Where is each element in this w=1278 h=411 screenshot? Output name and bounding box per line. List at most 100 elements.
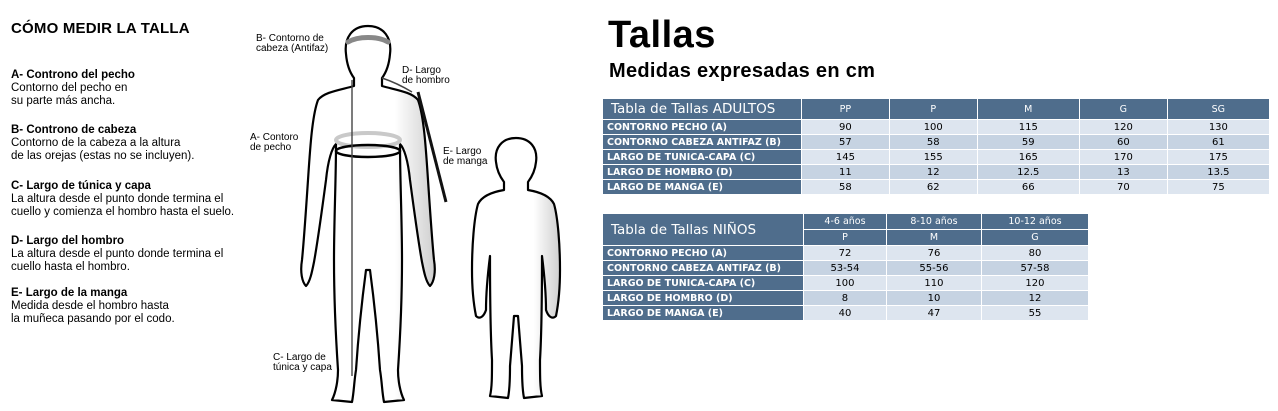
- instruction-line: cuello hasta el hombro.: [11, 261, 130, 273]
- table-row: LARGO DE HOMBRO (D) 8 10 12: [603, 291, 1088, 305]
- table-cell: 47: [886, 306, 981, 320]
- label-sleeve-length: E- Largo de manga: [443, 146, 488, 167]
- table-row: CONTORNO CABEZA ANTIFAZ (B) 53-54 55-56 …: [603, 261, 1088, 275]
- instruction-sleeve: E- Largo de la manga Medida desde el hom…: [11, 287, 271, 326]
- table-cell: 75: [1167, 180, 1269, 194]
- table-cell: 175: [1167, 150, 1269, 164]
- table-cell: 170: [1079, 150, 1167, 164]
- table-cell: 10: [886, 291, 981, 305]
- table-cell: 90: [802, 120, 889, 134]
- instruction-heading: E- Largo de la manga: [11, 287, 128, 299]
- label-head-contour: B- Contorno de cabeza (Antifaz): [256, 33, 329, 54]
- shoulder-arrow: [381, 77, 413, 93]
- table-cell: 110: [886, 276, 981, 290]
- instruction-heading: D- Largo del hombro: [11, 235, 125, 247]
- row-label: CONTORNO PECHO (A): [603, 120, 801, 134]
- size-header: G: [981, 230, 1088, 245]
- chest-loop: [334, 131, 402, 149]
- table-header-row: Tabla de Tallas NIÑOS 4-6 años 8-10 años…: [603, 214, 1088, 245]
- row-label: LARGO DE MANGA (E): [603, 306, 803, 320]
- instruction-heading: B- Controno de cabeza: [11, 124, 137, 136]
- table-cell: 115: [977, 120, 1079, 134]
- row-label: CONTORNO CABEZA ANTIFAZ (B): [603, 135, 801, 149]
- table-row: LARGO DE HOMBRO (D) 11 12 12.5 13 13.5: [603, 165, 1269, 179]
- label-shoulder-length: D- Largo de hombro: [402, 65, 450, 86]
- table-cell: 155: [889, 150, 977, 164]
- table-cell: 57-58: [981, 261, 1088, 275]
- table-cell: 40: [804, 306, 886, 320]
- age-header: 10-12 años: [981, 214, 1088, 229]
- sleeve-arrow: [416, 91, 448, 203]
- table-cell: 100: [804, 276, 886, 290]
- instruction-line: Medida desde el hombro hasta: [11, 300, 169, 312]
- table-row: LARGO DE MANGA (E) 40 47 55: [603, 306, 1088, 320]
- label-chest-contour: A- Contoro de pecho: [250, 132, 299, 153]
- child-silhouette: [470, 136, 562, 400]
- table-cell: 80: [981, 246, 1088, 260]
- instruction-line: Contorno del pecho en: [11, 82, 128, 94]
- instruction-line: la muñeca pasando por el codo.: [11, 313, 175, 325]
- table-cell: 55-56: [886, 261, 981, 275]
- table-cell: 11: [802, 165, 889, 179]
- table-cell: 70: [1079, 180, 1167, 194]
- instruction-line: su parte más ancha.: [11, 95, 116, 107]
- instruction-heading: A- Controno del pecho: [11, 69, 135, 81]
- table-cell: 53-54: [804, 261, 886, 275]
- table-row: LARGO DE TUNICA-CAPA (C) 100 110 120: [603, 276, 1088, 290]
- row-label: LARGO DE MANGA (E): [603, 180, 801, 194]
- table-cell: 130: [1167, 120, 1269, 134]
- table-cell: 72: [804, 246, 886, 260]
- page-title: Tallas: [608, 14, 716, 56]
- table-cell: 58: [802, 180, 889, 194]
- table-cell: 12: [889, 165, 977, 179]
- page-subtitle: Medidas expresadas en cm: [609, 60, 876, 82]
- body-silhouettes: [300, 24, 562, 404]
- instruction-heading: C- Largo de túnica y capa: [11, 180, 151, 192]
- table-row: LARGO DE TUNICA-CAPA (C) 145 155 165 170…: [603, 150, 1269, 164]
- age-header: 4-6 años: [804, 214, 886, 229]
- instruction-chest: A- Controno del pecho Contorno del pecho…: [11, 69, 271, 108]
- how-to-title: CÓMO MEDIR LA TALLA: [11, 20, 190, 37]
- table-row: CONTORNO PECHO (A) 90 100 115 120 130: [603, 120, 1269, 134]
- instruction-line: cuello y comienza el hombro hasta el sue…: [11, 206, 235, 218]
- instruction-head: B- Controno de cabeza Contorno de la cab…: [11, 124, 271, 163]
- label-tunic-length: C- Largo de túnica y capa: [273, 352, 332, 373]
- chest-loop: [334, 143, 402, 159]
- table-cell: 62: [889, 180, 977, 194]
- size-header: G: [1079, 99, 1167, 119]
- table-cell: 60: [1079, 135, 1167, 149]
- row-label: LARGO DE TUNICA-CAPA (C): [603, 150, 801, 164]
- instruction-line: de las orejas (estas no se incluyen).: [11, 150, 195, 162]
- table-cell: 120: [1079, 120, 1167, 134]
- row-label: LARGO DE TUNICA-CAPA (C): [603, 276, 803, 290]
- table-cell: 145: [802, 150, 889, 164]
- row-label: CONTORNO CABEZA ANTIFAZ (B): [603, 261, 803, 275]
- table-header-row: P M G: [603, 230, 1088, 245]
- age-header: 8-10 años: [886, 214, 981, 229]
- table-row: CONTORNO CABEZA ANTIFAZ (B) 57 58 59 60 …: [603, 135, 1269, 149]
- table-cell: 120: [981, 276, 1088, 290]
- size-header: P: [889, 99, 977, 119]
- table-row: LARGO DE MANGA (E) 58 62 66 70 75: [603, 180, 1269, 194]
- table-cell: 13: [1079, 165, 1167, 179]
- table-cell: 8: [804, 291, 886, 305]
- table-header-row: Tabla de Tallas ADULTOS PP P M G SG: [603, 99, 1269, 119]
- size-header: M: [886, 230, 981, 245]
- adult-size-table: Tabla de Tallas ADULTOS PP P M G SG CONT…: [602, 98, 1270, 195]
- table-cell: 66: [977, 180, 1079, 194]
- instruction-line: La altura desde el punto donde termina e…: [11, 193, 224, 205]
- measurement-figure: B- Contorno de cabeza (Antifaz) D- Largo…: [240, 20, 590, 411]
- head-band: [345, 35, 391, 45]
- table-row: CONTORNO PECHO (A) 72 76 80: [603, 246, 1088, 260]
- kids-size-table: Tabla de Tallas NIÑOS 4-6 años 8-10 años…: [602, 213, 1089, 321]
- table-title: Tabla de Tallas NIÑOS: [603, 214, 803, 245]
- table-cell: 13.5: [1167, 165, 1269, 179]
- table-cell: 55: [981, 306, 1088, 320]
- instruction-line: Contorno de la cabeza a la altura: [11, 137, 181, 149]
- row-label: LARGO DE HOMBRO (D): [603, 291, 803, 305]
- table-cell: 61: [1167, 135, 1269, 149]
- table-cell: 76: [886, 246, 981, 260]
- table-title: Tabla de Tallas ADULTOS: [603, 99, 801, 119]
- table-cell: 59: [977, 135, 1079, 149]
- instruction-shoulder: D- Largo del hombro La altura desde el p…: [11, 235, 271, 274]
